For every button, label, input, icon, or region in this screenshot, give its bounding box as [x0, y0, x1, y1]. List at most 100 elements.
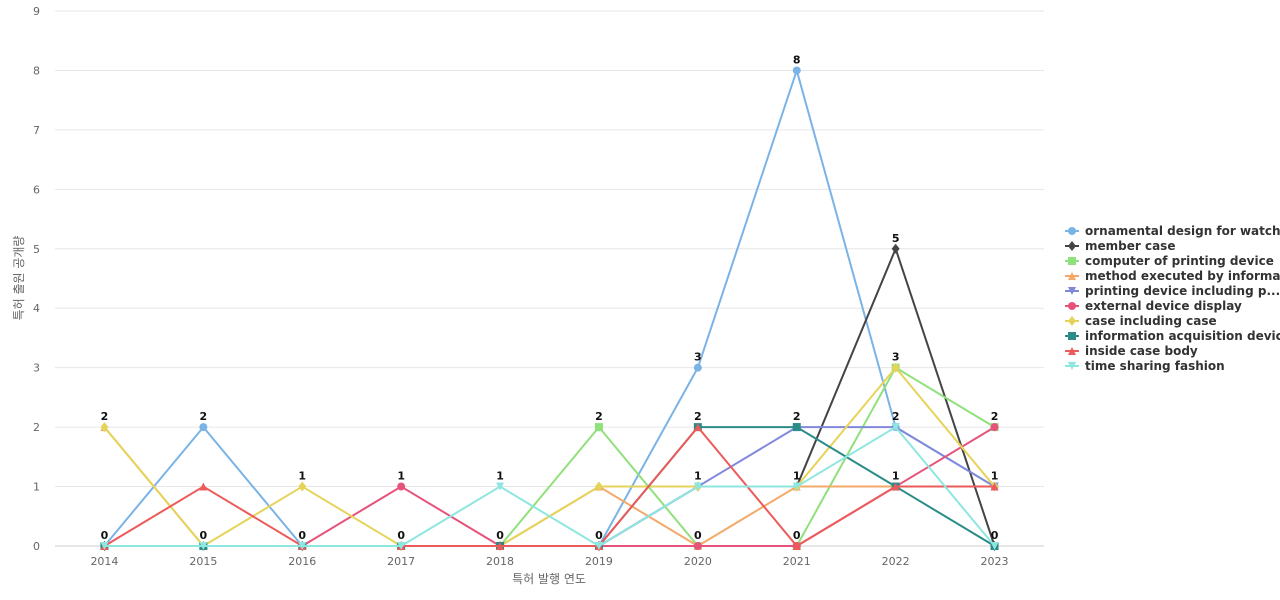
data-point — [199, 423, 208, 432]
y-tick-label: 0 — [33, 540, 40, 553]
legend-marker — [1068, 287, 1076, 295]
data-point — [990, 482, 999, 491]
data-point — [693, 482, 702, 491]
data-point — [496, 542, 505, 550]
data-point — [792, 423, 801, 432]
legend-item-9: inside case body — [1065, 344, 1198, 358]
data-point — [298, 542, 307, 550]
x-tick-label: 2019 — [585, 555, 613, 568]
legend-item-6: external device display — [1065, 299, 1242, 313]
y-tick-label: 1 — [33, 481, 40, 494]
series-line — [104, 426, 996, 547]
legend-marker — [1068, 241, 1076, 251]
legend-label: printing device including p... — [1085, 284, 1280, 298]
data-point — [891, 482, 900, 491]
data-label: 2 — [892, 410, 900, 423]
y-axis-title: 특허 출원 공개량 — [12, 236, 26, 321]
data-label: 0 — [793, 529, 801, 542]
data-label: 2 — [595, 410, 603, 423]
data-point — [397, 482, 406, 491]
data-label: 2 — [200, 410, 208, 423]
data-point — [199, 542, 208, 550]
x-tick-label: 2015 — [189, 555, 217, 568]
data-label: 0 — [991, 529, 999, 542]
data-point — [496, 482, 505, 491]
y-tick-label: 5 — [33, 243, 40, 256]
legend-marker — [1068, 362, 1076, 370]
y-tick-label: 4 — [33, 302, 40, 315]
data-point — [891, 423, 900, 432]
x-axis-title: 특허 발행 연도 — [512, 571, 586, 586]
y-tick-label: 7 — [33, 124, 40, 137]
legend-item-8: information acquisition device — [1065, 329, 1280, 343]
data-label: 3 — [892, 351, 900, 364]
data-label: 0 — [595, 529, 603, 542]
legend-label: external device display — [1085, 299, 1242, 313]
series-line — [104, 247, 996, 547]
data-label: 3 — [694, 351, 702, 364]
legend-label: computer of printing device — [1085, 254, 1274, 268]
y-tick-label: 3 — [33, 362, 40, 375]
x-axis-ticks: 2014 2015 2016 2017 2018 2019 2020 2021 2022 2023 — [90, 555, 1008, 568]
y-tick-label: 9 — [33, 5, 40, 18]
data-point — [792, 482, 801, 491]
legend-item-3: computer of printing device — [1065, 254, 1274, 268]
legend-marker — [1068, 227, 1076, 235]
legend-item-7: case including case — [1065, 314, 1217, 328]
legend-label: ornamental design for watch — [1085, 224, 1280, 238]
legend-label: case including case — [1085, 314, 1217, 328]
data-label: 1 — [496, 470, 504, 483]
legend-item-1: ornamental design for watch — [1065, 224, 1280, 238]
series-lines — [100, 66, 999, 551]
data-point — [594, 542, 603, 550]
data-point — [990, 423, 999, 432]
y-tick-label: 8 — [33, 64, 40, 77]
data-point — [693, 542, 702, 550]
data-label: 2 — [793, 410, 801, 423]
legend-item-10: time sharing fashion — [1065, 359, 1225, 373]
x-tick-label: 2016 — [288, 555, 316, 568]
x-tick-label: 2018 — [486, 555, 514, 568]
data-label: 2 — [101, 410, 109, 423]
y-axis-ticks: 0 1 2 3 4 5 6 7 8 9 — [33, 5, 40, 553]
data-label: 5 — [892, 232, 900, 245]
legend-label: member case — [1085, 239, 1175, 253]
data-label: 1 — [298, 470, 306, 483]
series-10 — [100, 423, 999, 550]
x-tick-label: 2021 — [783, 555, 811, 568]
data-point — [298, 481, 307, 492]
legend-label: information acquisition device — [1085, 329, 1280, 343]
data-label: 2 — [991, 410, 999, 423]
data-label: 1 — [694, 470, 702, 483]
data-label: 1 — [793, 470, 801, 483]
data-label: 0 — [397, 529, 405, 542]
gridlines — [55, 10, 1044, 547]
legend-item-2: member case — [1065, 239, 1175, 253]
data-point — [100, 542, 109, 550]
data-label: 0 — [694, 529, 702, 542]
data-point — [792, 66, 801, 75]
series-line — [104, 366, 996, 547]
data-point — [693, 423, 702, 432]
data-labels: 2 0 2 0 1 0 1 0 1 0 2 0 3 2 1 0 8 2 1 0 5 3 2 1 2 1 0 — [101, 53, 999, 542]
legend-marker — [1068, 302, 1076, 310]
data-label: 0 — [298, 529, 306, 542]
series-7 — [100, 362, 999, 551]
data-label: 0 — [200, 529, 208, 542]
legend-item-4: method executed by informat... — [1065, 269, 1280, 283]
data-point — [891, 362, 900, 373]
data-label: 0 — [101, 529, 109, 542]
data-point — [792, 542, 801, 550]
data-point — [693, 363, 702, 372]
y-tick-label: 6 — [33, 183, 40, 196]
x-tick-label: 2023 — [981, 555, 1009, 568]
series-line — [103, 366, 996, 547]
data-label: 1 — [397, 470, 405, 483]
data-point — [990, 542, 999, 550]
legend-marker — [1068, 332, 1076, 340]
data-label: 1 — [892, 470, 900, 483]
legend-item-5: printing device including p... — [1065, 284, 1280, 298]
legend-label: inside case body — [1085, 344, 1198, 358]
